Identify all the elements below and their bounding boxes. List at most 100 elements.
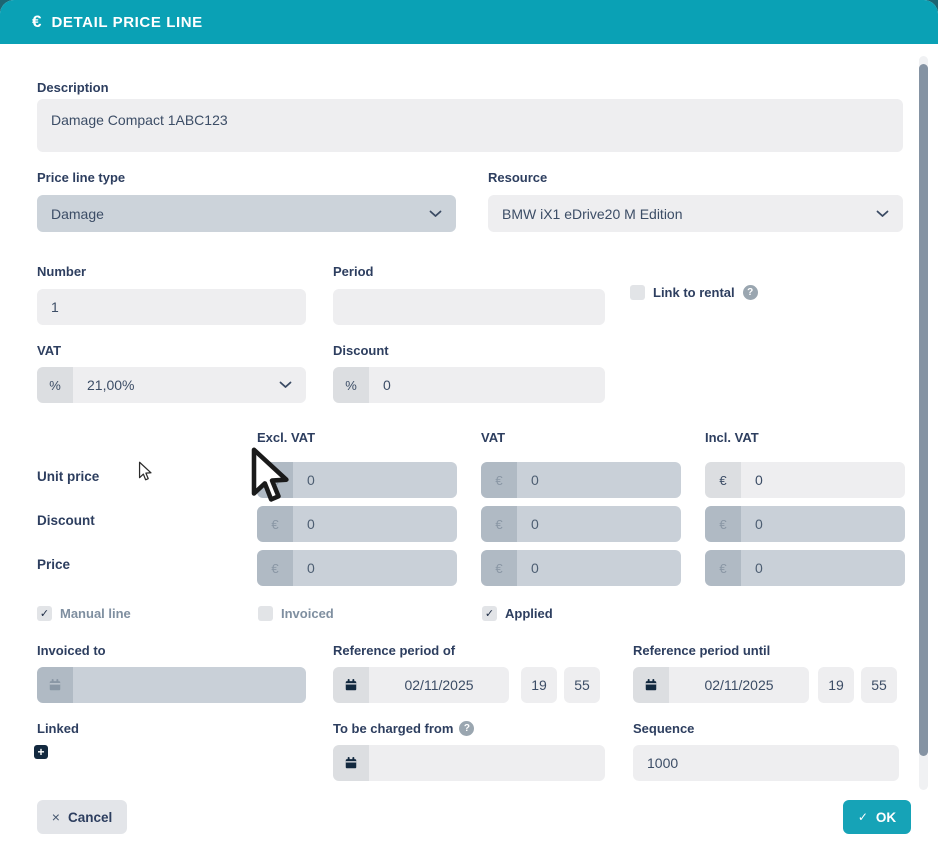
invoiced-to-label: Invoiced to (37, 643, 106, 658)
sequence-value: 1000 (647, 755, 679, 771)
col-header-excl-vat: Excl. VAT (257, 430, 316, 445)
invoiced-checkbox[interactable] (258, 606, 273, 621)
col-header-vat: VAT (481, 430, 506, 445)
reference-period-until-date-value: 02/11/2025 (704, 677, 774, 693)
check-icon: ✓ (39, 608, 50, 620)
discount-excl-vat-value: 0 (307, 516, 315, 532)
reference-period-of-hour[interactable]: 19 (521, 667, 557, 703)
number-label: Number (37, 264, 87, 279)
resource-select[interactable]: BMW iX1 eDrive20 M Edition (488, 195, 903, 232)
reference-period-until-date[interactable]: 02/11/2025 (633, 667, 809, 703)
discount-incl-vat-input: € 0 (705, 506, 905, 542)
number-input[interactable]: 1 (37, 289, 306, 325)
applied-checkbox[interactable]: ✓ (482, 606, 497, 621)
calendar-icon (333, 667, 369, 703)
description-value: Damage Compact 1ABC123 (51, 112, 228, 128)
euro-icon: € (257, 550, 293, 586)
check-icon: ✓ (484, 608, 495, 620)
discount-vat-input: € 0 (481, 506, 681, 542)
discount-incl-vat-value: 0 (755, 516, 763, 532)
manual-line-label: Manual line (60, 606, 131, 621)
invoiced-row: Invoiced (258, 606, 334, 621)
price-line-type-select[interactable]: Damage (37, 195, 456, 232)
sequence-label: Sequence (633, 721, 695, 736)
linked-label: Linked (37, 721, 79, 736)
euro-icon: € (481, 550, 517, 586)
discount-row-label: Discount (37, 513, 95, 528)
unit-price-incl-vat-input[interactable]: € 0 (705, 462, 905, 498)
ok-button-label: OK (875, 809, 897, 825)
reference-period-until-hour[interactable]: 19 (818, 667, 854, 703)
price-incl-vat-input: € 0 (705, 550, 905, 586)
chevron-down-icon (279, 381, 292, 389)
resource-value: BMW iX1 eDrive20 M Edition (502, 205, 683, 222)
modal-header: € DETAIL PRICE LINE (0, 0, 938, 44)
percent-icon: % (37, 367, 73, 403)
plus-icon: + (37, 745, 45, 759)
col-header-incl-vat: Incl. VAT (705, 430, 759, 445)
discount-field-label: Discount (333, 343, 389, 358)
euro-icon: € (32, 12, 42, 31)
unit-price-excl-vat-input: € 0 (257, 462, 457, 498)
price-line-type-label: Price line type (37, 170, 126, 185)
unit-price-incl-vat-value: 0 (755, 472, 763, 488)
reference-period-of-date[interactable]: 02/11/2025 (333, 667, 509, 703)
period-input[interactable] (333, 289, 605, 325)
invoiced-label: Invoiced (281, 606, 334, 621)
price-line-type-value: Damage (51, 205, 104, 222)
reference-period-until-label: Reference period until (633, 643, 771, 658)
vat-select[interactable]: % 21,00% (37, 367, 306, 403)
percent-icon: % (333, 367, 369, 403)
price-vat-value: 0 (531, 560, 539, 576)
link-to-rental-row: Link to rental ? (630, 285, 758, 300)
reference-period-of-date-value: 02/11/2025 (404, 677, 474, 693)
add-linked-button[interactable]: + (34, 745, 48, 759)
minute-value: 55 (574, 677, 590, 693)
reference-period-of-minute[interactable]: 55 (564, 667, 600, 703)
link-to-rental-checkbox[interactable] (630, 285, 645, 300)
to-be-charged-from-date[interactable] (333, 745, 605, 781)
check-icon: ✓ (857, 810, 868, 824)
price-excl-vat-input: € 0 (257, 550, 457, 586)
calendar-icon (633, 667, 669, 703)
sequence-input[interactable]: 1000 (633, 745, 899, 781)
to-be-charged-from-label: To be charged from (333, 721, 454, 736)
period-label: Period (333, 264, 374, 279)
applied-label: Applied (505, 606, 553, 621)
discount-input[interactable]: % 0 (333, 367, 605, 403)
price-row-label: Price (37, 557, 71, 572)
price-excl-vat-value: 0 (307, 560, 315, 576)
ok-button[interactable]: ✓ OK (843, 800, 911, 834)
description-input[interactable]: Damage Compact 1ABC123 (37, 99, 903, 152)
calendar-icon (37, 667, 73, 703)
euro-icon: € (705, 462, 741, 498)
unit-price-excl-vat-value: 0 (307, 472, 315, 488)
minute-value: 55 (871, 677, 887, 693)
resource-label: Resource (488, 170, 548, 185)
unit-price-vat-value: 0 (531, 472, 539, 488)
euro-icon: € (481, 462, 517, 498)
description-label: Description (37, 80, 109, 95)
dialog-title: DETAIL PRICE LINE (51, 13, 203, 31)
cancel-button[interactable]: × Cancel (37, 800, 127, 834)
scrollbar-thumb[interactable] (919, 64, 928, 756)
number-value: 1 (51, 299, 59, 315)
vat-label: VAT (37, 343, 62, 358)
euro-icon: € (257, 462, 293, 498)
help-icon[interactable]: ? (459, 721, 475, 736)
unit-price-vat-input: € 0 (481, 462, 681, 498)
price-incl-vat-value: 0 (755, 560, 763, 576)
discount-excl-vat-input: € 0 (257, 506, 457, 542)
hour-value: 19 (828, 677, 844, 693)
euro-icon: € (705, 506, 741, 542)
cancel-button-label: Cancel (67, 809, 113, 825)
discount-value: 0 (383, 377, 391, 393)
mouse-cursor-small (137, 461, 152, 482)
calendar-icon (333, 745, 369, 781)
chevron-down-icon (429, 210, 442, 218)
manual-line-checkbox[interactable]: ✓ (37, 606, 52, 621)
help-icon[interactable]: ? (742, 285, 758, 300)
reference-period-until-minute[interactable]: 55 (861, 667, 897, 703)
